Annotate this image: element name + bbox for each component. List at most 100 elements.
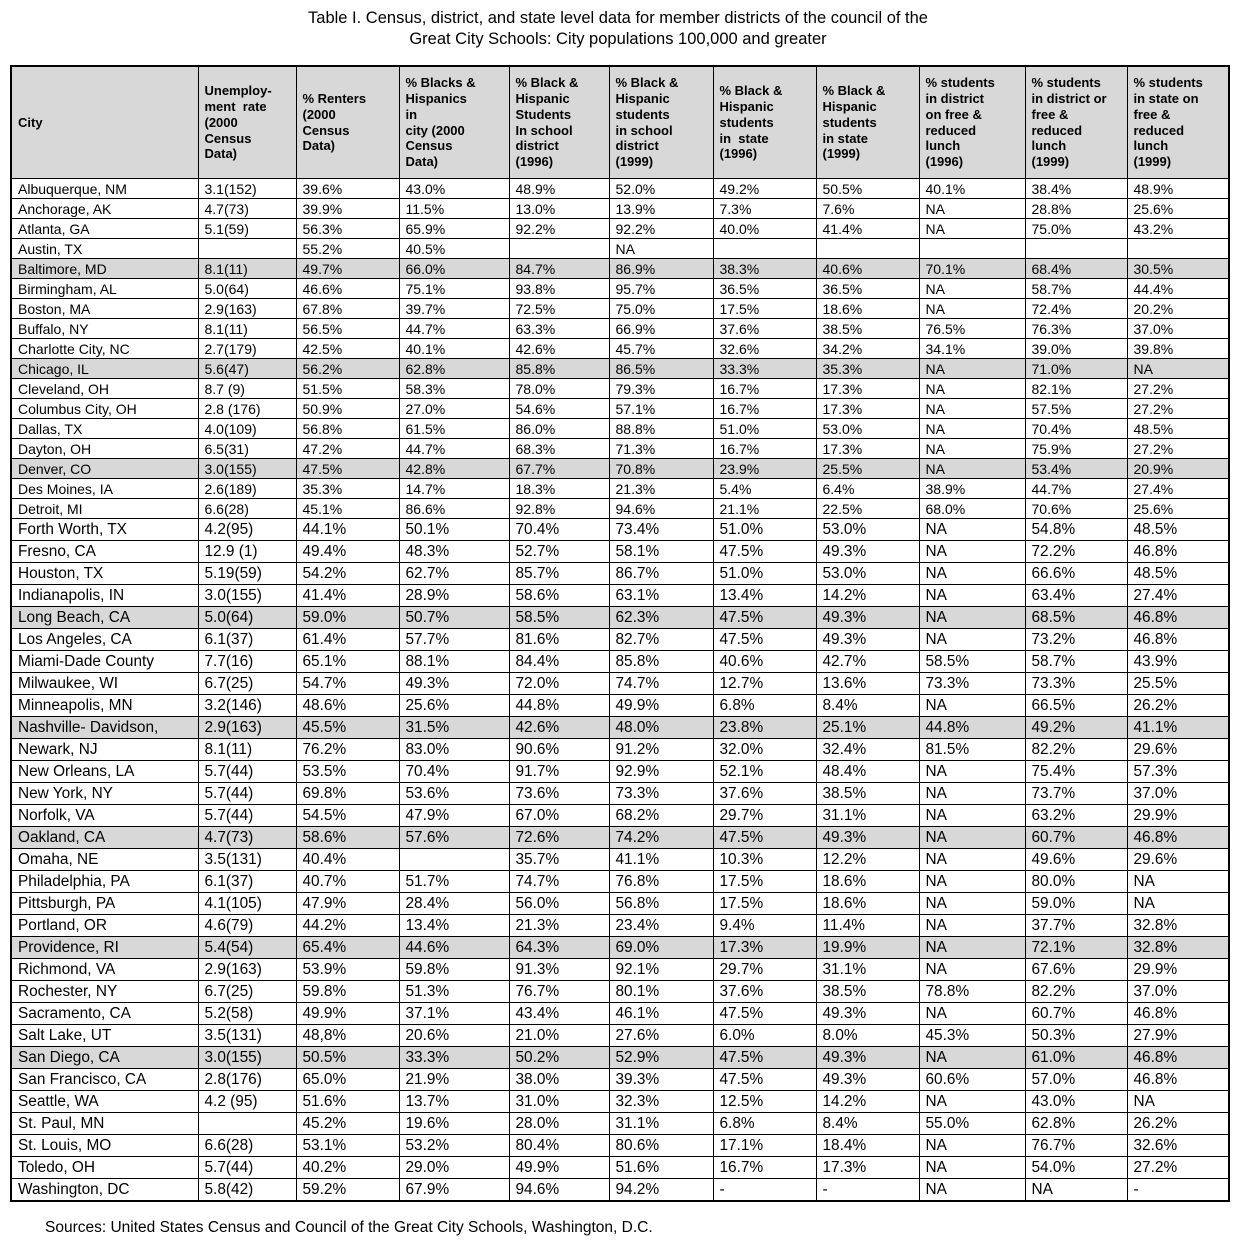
table-row: New Orleans, LA 5.7(44) 53.5% 70.4% 91.7% 92.…	[10, 760, 1230, 784]
value-cell: 6.4%	[815, 478, 920, 500]
value-cell: 75.0%	[1024, 218, 1128, 240]
value-cell: 29.9%	[1126, 958, 1230, 982]
value-cell: 25.5%	[815, 458, 920, 480]
value-cell: 47.5%	[712, 1046, 817, 1070]
value-cell: 4.6(79)	[197, 914, 297, 938]
value-cell: -	[712, 1178, 817, 1202]
value-cell: 79.3%	[608, 378, 714, 400]
value-cell: 49.3%	[398, 672, 510, 696]
value-cell: 17.5%	[712, 892, 817, 916]
value-cell: NA	[918, 584, 1026, 608]
value-cell: 29.6%	[1126, 738, 1230, 762]
city-cell: Cleveland, OH	[10, 378, 199, 400]
value-cell: 76.7%	[508, 980, 610, 1004]
value-cell: 9.4%	[712, 914, 817, 938]
value-cell: 3.0(155)	[197, 1046, 297, 1070]
value-cell: 2.9(163)	[197, 958, 297, 982]
value-cell: 84.7%	[508, 258, 610, 280]
value-cell: 49.9%	[508, 1156, 610, 1180]
value-cell: 52.0%	[608, 178, 714, 200]
value-cell: 73.3%	[608, 782, 714, 806]
value-cell	[712, 238, 817, 260]
value-cell: 11.4%	[815, 914, 920, 938]
table-row: Baltimore, MD 8.1(11) 49.7% 66.0% 84.7% 86.9%…	[10, 258, 1230, 280]
table-row: Seattle, WA 4.2 (95) 51.6% 13.7% 31.0% 32.3% 1…	[10, 1090, 1230, 1114]
value-cell: 37.6%	[712, 782, 817, 806]
value-cell: 67.8%	[295, 298, 400, 320]
city-cell: Providence, RI	[10, 936, 199, 960]
value-cell: 56.8%	[295, 418, 400, 440]
value-cell: NA	[918, 540, 1026, 564]
value-cell: 3.0(155)	[197, 458, 297, 480]
value-cell: 69.0%	[608, 936, 714, 960]
value-cell: 13.0%	[508, 198, 610, 220]
value-cell: 80.0%	[1024, 870, 1128, 894]
value-cell: 14.7%	[398, 478, 510, 500]
value-cell: 36.5%	[815, 278, 920, 300]
value-cell: 68.4%	[1024, 258, 1128, 280]
value-cell: 4.7(73)	[197, 826, 297, 850]
value-cell: 38.5%	[815, 782, 920, 806]
value-cell: 5.0(64)	[197, 606, 297, 630]
value-cell: NA	[918, 892, 1026, 916]
city-cell: Boston, MA	[10, 298, 199, 320]
value-cell: 26.2%	[1126, 694, 1230, 718]
value-cell: 55.2%	[295, 238, 400, 260]
value-cell: 54.2%	[295, 562, 400, 586]
city-cell: Omaha, NE	[10, 848, 199, 872]
value-cell: 29.7%	[712, 958, 817, 982]
value-cell: NA	[918, 562, 1026, 586]
value-cell: 42.7%	[815, 650, 920, 674]
value-cell: 37.6%	[712, 980, 817, 1004]
value-cell: 47.5%	[712, 1068, 817, 1092]
value-cell: 18.6%	[815, 892, 920, 916]
value-cell: 23.4%	[608, 914, 714, 938]
value-cell: 18.6%	[815, 298, 920, 320]
value-cell: 65.0%	[295, 1068, 400, 1092]
value-cell: 6.6(28)	[197, 1134, 297, 1158]
value-cell: NA	[1126, 870, 1230, 894]
city-cell: New Orleans, LA	[10, 760, 199, 784]
table-row: Cleveland, OH 8.7 (9) 51.5% 58.3% 78.0% 79.3%…	[10, 378, 1230, 400]
value-cell: NA	[918, 628, 1026, 652]
value-cell: 74.7%	[508, 870, 610, 894]
value-cell: 66.0%	[398, 258, 510, 280]
value-cell: NA	[918, 958, 1026, 982]
value-cell: 56.3%	[295, 218, 400, 240]
value-cell: 47.2%	[295, 438, 400, 460]
value-cell: 32.6%	[1126, 1134, 1230, 1158]
value-cell: 39.6%	[295, 178, 400, 200]
value-cell: 7.7(16)	[197, 650, 297, 674]
value-cell: 4.7(73)	[197, 198, 297, 220]
value-cell: 3.5(131)	[197, 1024, 297, 1048]
value-cell: -	[815, 1178, 920, 1202]
value-cell: 70.8%	[608, 458, 714, 480]
value-cell: 46.8%	[1126, 606, 1230, 630]
value-cell: 44.7%	[398, 318, 510, 340]
value-cell: 12.2%	[815, 848, 920, 872]
table-row: Rochester, NY 6.7(25) 59.8% 51.3% 76.7% 80.1%…	[10, 980, 1230, 1004]
value-cell: 80.6%	[608, 1134, 714, 1158]
value-cell: 35.3%	[295, 478, 400, 500]
value-cell: 28.4%	[398, 892, 510, 916]
city-cell: St. Louis, MO	[10, 1134, 199, 1158]
value-cell: 38.3%	[712, 258, 817, 280]
value-cell: 66.6%	[1024, 562, 1128, 586]
value-cell: 16.7%	[712, 438, 817, 460]
value-cell: 28.9%	[398, 584, 510, 608]
value-cell: 8.1(11)	[197, 258, 297, 280]
value-cell: 76.2%	[295, 738, 400, 762]
value-cell: 73.3%	[1024, 672, 1128, 696]
value-cell: 29.0%	[398, 1156, 510, 1180]
table-row: Sacramento, CA 5.2(58) 49.9% 37.1% 43.4% 46.1…	[10, 1002, 1230, 1026]
value-cell: -	[1126, 1178, 1230, 1202]
value-cell: 45.1%	[295, 498, 400, 520]
value-cell: 12.7%	[712, 672, 817, 696]
value-cell: NA	[918, 1046, 1026, 1070]
value-cell: 37.1%	[398, 1002, 510, 1026]
city-cell: New York, NY	[10, 782, 199, 806]
value-cell: 53.9%	[295, 958, 400, 982]
value-cell: 72.2%	[1024, 540, 1128, 564]
city-cell: Norfolk, VA	[10, 804, 199, 828]
value-cell: 37.0%	[1126, 980, 1230, 1004]
